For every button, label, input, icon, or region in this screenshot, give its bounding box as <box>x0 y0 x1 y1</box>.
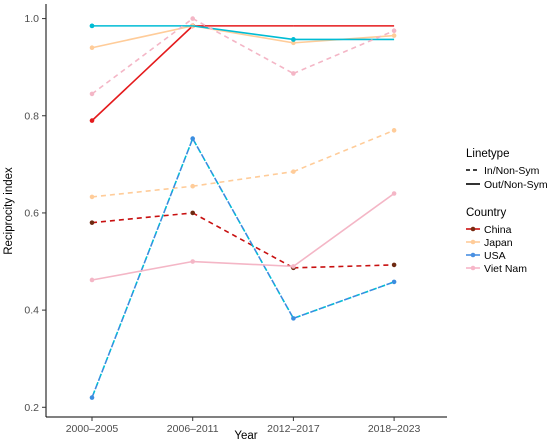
series-line-segment <box>91 17 194 95</box>
legend-label: China <box>484 224 512 236</box>
data-point <box>89 277 95 283</box>
legend-item-china: China <box>466 224 512 236</box>
data-point <box>89 91 95 97</box>
data-point <box>190 259 195 264</box>
data-point <box>391 33 397 38</box>
data-point <box>89 118 95 123</box>
series-line-segment <box>192 25 294 41</box>
series-line-segment <box>293 29 395 75</box>
y-tick-label: 0.4 <box>24 305 39 317</box>
series-line-segment <box>293 264 395 269</box>
series-line-segment <box>91 138 194 398</box>
legend-viet-nam-marker <box>470 265 476 271</box>
series-japan-in-non-sym <box>89 128 397 200</box>
legend-item-usa: USA <box>466 250 506 262</box>
series-layer <box>89 16 397 400</box>
data-point <box>89 23 95 29</box>
series-line-segment <box>91 185 193 198</box>
series-line-accent <box>91 138 194 398</box>
data-point <box>291 264 296 269</box>
data-point <box>89 395 95 400</box>
legend-label: Japan <box>484 237 513 249</box>
series-china-in-non-sym <box>89 210 397 271</box>
data-point <box>391 28 397 34</box>
series-line-segment <box>192 260 294 268</box>
data-point <box>391 191 397 196</box>
legend-item-in-non-sym: In/Non-Sym <box>466 165 540 177</box>
data-point <box>89 194 95 200</box>
data-point <box>190 210 195 216</box>
data-point <box>291 169 296 174</box>
data-point <box>391 262 397 268</box>
series-usa-in-non-sym <box>89 136 397 400</box>
series-viet-nam-in-non-sym <box>89 16 397 97</box>
legend: Linetype In/Non-Sym Out/Non-Sym Country … <box>466 148 548 275</box>
series-line-segment <box>91 212 193 224</box>
legend-item-japan: Japan <box>466 237 513 249</box>
series-line-segment <box>292 192 395 268</box>
series-line-segment <box>192 138 295 319</box>
data-point <box>291 71 296 76</box>
country-legend-title: Country <box>466 207 507 219</box>
y-axis-title: Reciprocity index <box>3 167 15 255</box>
series-line-accent <box>192 138 295 319</box>
data-point <box>190 136 195 141</box>
data-point <box>391 279 397 285</box>
legend-japan-marker <box>470 239 476 245</box>
series-line-segment <box>192 212 294 269</box>
y-tick-label: 0.6 <box>24 208 39 220</box>
data-point <box>190 16 195 21</box>
x-tick-label: 2012–2017 <box>267 423 320 435</box>
series-line-segment <box>192 170 294 187</box>
y-tick-label: 0.8 <box>24 110 39 122</box>
series-line-segment <box>91 25 193 49</box>
legend-item-viet-nam: Viet Nam <box>466 263 527 275</box>
data-point <box>89 45 95 51</box>
x-tick-label: 2018–2023 <box>368 423 421 435</box>
x-axis-title: Year <box>234 430 257 442</box>
legend-label: USA <box>484 250 506 262</box>
y-tick-label: 1.0 <box>24 13 39 25</box>
y-tick-label: 0.2 <box>24 402 39 414</box>
legend-china-marker <box>470 226 476 232</box>
series-line-segment <box>91 260 193 281</box>
data-point <box>391 128 397 133</box>
legend-label: In/Non-Sym <box>484 165 540 177</box>
tick-layer: 0.2 0.4 0.6 0.8 1.0 2000–2005 2006–2011 2012–20… <box>24 13 420 435</box>
legend-label: Viet Nam <box>484 263 527 275</box>
data-point <box>89 220 95 225</box>
series-line-segment <box>293 129 395 173</box>
legend-usa-marker <box>470 252 476 258</box>
series-line-segment <box>91 25 194 122</box>
legend-item-out-non-sym: Out/Non-Sym <box>466 179 548 191</box>
series-viet-nam-out-non-sym <box>89 191 397 283</box>
legend-label: Out/Non-Sym <box>484 179 548 191</box>
data-point <box>291 40 296 46</box>
data-point <box>291 37 296 42</box>
x-tick-label: 2000–2005 <box>66 423 119 435</box>
series-line-segment <box>192 17 294 75</box>
linetype-legend-title: Linetype <box>466 148 509 160</box>
data-point <box>190 183 195 189</box>
x-tick-label: 2006–2011 <box>167 423 219 435</box>
plot-area: 0.2 0.4 0.6 0.8 1.0 2000–2005 2006–2011 2012–20… <box>24 4 447 435</box>
data-point <box>291 316 296 321</box>
